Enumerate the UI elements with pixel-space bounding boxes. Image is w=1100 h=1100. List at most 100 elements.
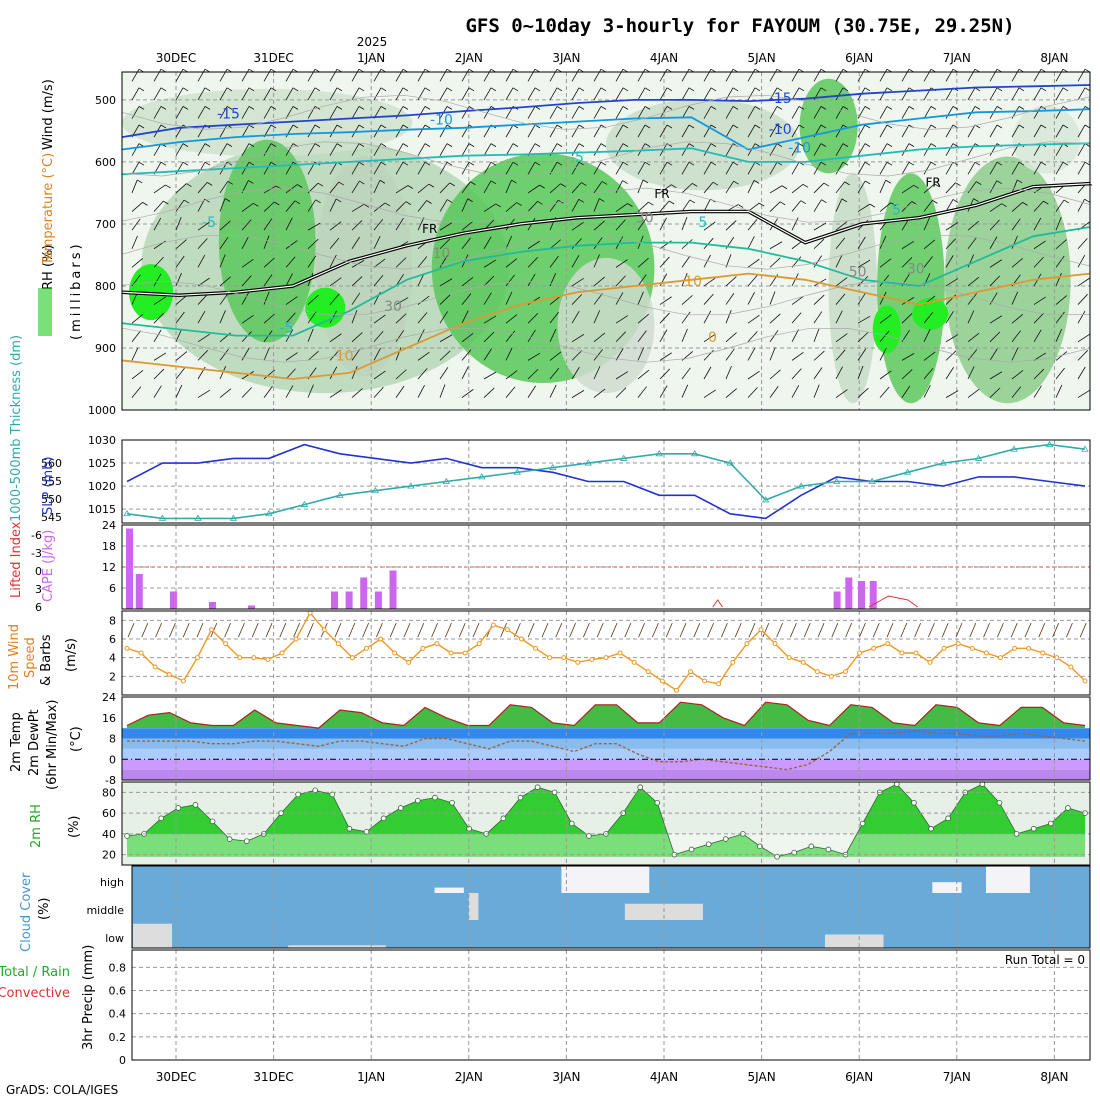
barb-425 — [930, 143, 937, 147]
barb-901 — [593, 293, 603, 305]
wind-pt-37 — [645, 669, 651, 675]
rh-pt-16 — [397, 805, 404, 811]
barb-325 — [798, 124, 805, 129]
barb-463 — [380, 161, 387, 166]
barb-347 — [1040, 124, 1047, 129]
barb-155 — [864, 87, 871, 92]
barb-987 — [549, 328, 557, 342]
barb-1022 — [351, 348, 361, 361]
sfc-barb-45 — [748, 622, 756, 638]
thick-marker-8 — [407, 482, 415, 489]
barb-219 — [600, 106, 607, 110]
barb-696 — [1011, 202, 1023, 212]
sfc-barb-52 — [845, 622, 852, 638]
barb-389 — [534, 143, 541, 147]
cape-panel: 6 12 18 24 6 3 0 -3 -6 Lifted Index CAPE (J/kg) — [9, 519, 1091, 614]
barb-660 — [615, 203, 628, 212]
barb-116 — [439, 87, 448, 101]
freezing-line-inner — [121, 183, 1091, 296]
barb-153 — [842, 87, 849, 92]
barb-973 — [241, 331, 252, 343]
barb-331 — [864, 124, 871, 129]
barb-196 — [351, 106, 360, 119]
barb-134 — [637, 87, 646, 101]
barb-572 — [615, 180, 623, 194]
barb-237 — [798, 106, 805, 110]
barb-207 — [468, 106, 475, 110]
contour--10 — [121, 108, 1091, 151]
barb-192 — [307, 106, 316, 119]
barb-792 — [131, 258, 143, 268]
barb-1091 — [901, 369, 913, 380]
barb-565 — [539, 184, 545, 189]
barb-1130 — [791, 385, 800, 398]
temp-band-2 — [122, 748, 1090, 760]
sfc-barb-1 — [141, 622, 149, 638]
rh-contour-3 — [121, 234, 1091, 270]
barb-100 — [263, 87, 272, 101]
barb-50 — [681, 68, 690, 82]
precip-unit: 3hr Precip (mm) — [81, 945, 96, 1050]
barb-421 — [886, 143, 893, 147]
barb-816 — [659, 256, 670, 268]
top-date-labels: 30DEC 31DEC 1JAN 2JAN 3JAN 4JAN 5JAN 6JAN 7JAN 8J… — [156, 51, 1069, 65]
barb-532 — [175, 183, 187, 194]
contour-label-16: 50 — [849, 265, 867, 281]
barb-206 — [461, 106, 470, 119]
barb-185 — [226, 106, 233, 110]
barb-498 — [769, 162, 778, 175]
barb-885 — [241, 292, 250, 305]
cloud-gap-4 — [932, 882, 962, 893]
wind-pt-0 — [124, 645, 130, 651]
barb-188 — [263, 106, 272, 119]
barb-769 — [593, 237, 603, 249]
barb-385 — [490, 143, 497, 147]
barb-732 — [747, 219, 758, 231]
barb-907 — [725, 292, 735, 305]
barb-745 — [1033, 217, 1042, 231]
barb-648 — [483, 203, 496, 212]
barb-703 — [1084, 198, 1090, 203]
barb-1092 — [923, 368, 934, 380]
barb-637 — [363, 203, 370, 208]
barb-303 — [556, 124, 563, 129]
temp-unit: (°C) — [69, 726, 84, 752]
wind-pt-30 — [547, 655, 553, 661]
barb-767 — [549, 239, 561, 250]
surface-wind-barbs — [127, 622, 1087, 638]
bottom-date-2JAN: 2JAN — [455, 1070, 483, 1084]
rh-pt-47 — [928, 825, 934, 832]
barb-856 — [571, 278, 584, 287]
sfc-barb-50 — [817, 622, 825, 638]
barb-66 — [857, 68, 866, 82]
barb-533 — [186, 183, 192, 187]
sfc-barb-30 — [541, 622, 549, 638]
barb-589 — [802, 183, 809, 188]
thick-marker-16 — [690, 450, 699, 457]
barb-1032 — [571, 350, 583, 361]
barb-828 — [923, 256, 933, 268]
thick-marker-0 — [123, 510, 131, 517]
barb-226 — [681, 106, 690, 119]
barb-133 — [622, 87, 629, 92]
rh-blob-10 — [944, 156, 1071, 404]
barb-289 — [402, 124, 409, 129]
series-slp — [126, 443, 1086, 520]
barb-787 — [989, 236, 998, 249]
barb-873 — [945, 278, 959, 287]
fr-label-3: FR — [925, 176, 940, 190]
barb-758 — [351, 236, 360, 249]
barb-953 — [769, 313, 781, 324]
wind-pt-14 — [321, 627, 327, 633]
barb-253 — [974, 106, 981, 110]
wind-pt-57 — [927, 659, 933, 665]
barb-194 — [329, 106, 338, 119]
barb-623 — [204, 198, 210, 203]
barb-404 — [703, 143, 712, 156]
barb-249 — [930, 106, 937, 110]
rh-fill — [127, 784, 1085, 857]
barb-1126 — [703, 389, 716, 398]
barb-109 — [358, 87, 365, 92]
barb-765 — [505, 235, 513, 249]
